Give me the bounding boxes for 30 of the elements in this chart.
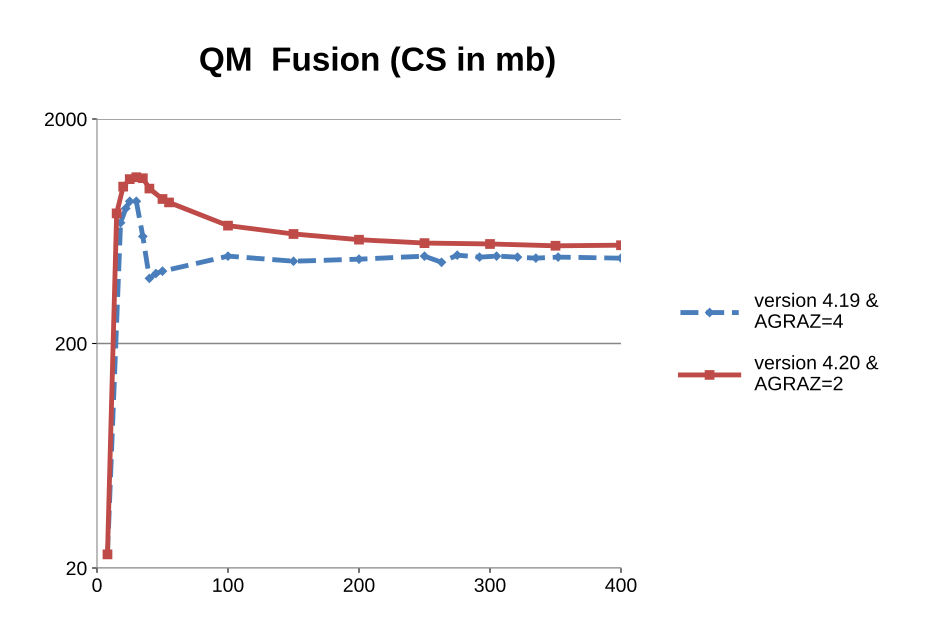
chart-title: QM Fusion (CS in mb)	[200, 46, 555, 78]
point	[223, 220, 233, 230]
point	[151, 268, 161, 278]
point	[144, 274, 154, 284]
x-tick-label: 0	[92, 578, 102, 592]
point	[118, 182, 128, 192]
point	[158, 266, 168, 276]
y-tick-label: 20	[66, 561, 87, 576]
x-tick-label: 300	[474, 578, 506, 592]
point	[164, 198, 174, 208]
point	[436, 258, 446, 267]
x-tick-label: 200	[344, 578, 374, 592]
point	[112, 208, 122, 218]
point	[492, 252, 502, 261]
point	[121, 204, 130, 213]
point	[420, 238, 430, 248]
point	[288, 229, 298, 239]
point	[354, 234, 364, 245]
y-tick-label: 200	[56, 336, 87, 351]
point	[550, 240, 560, 251]
point	[288, 256, 298, 266]
legend-label: version 4.19 & AGRAZ=4	[754, 292, 878, 328]
y-tick-label: 2000	[45, 112, 87, 126]
x-tick-label: 100	[213, 578, 244, 592]
legend-label: version 4.20 & AGRAZ=2	[754, 355, 878, 390]
point	[144, 184, 154, 194]
point	[420, 252, 430, 261]
x-tick-label: 400	[605, 578, 636, 592]
point	[138, 173, 148, 184]
point	[485, 239, 495, 249]
